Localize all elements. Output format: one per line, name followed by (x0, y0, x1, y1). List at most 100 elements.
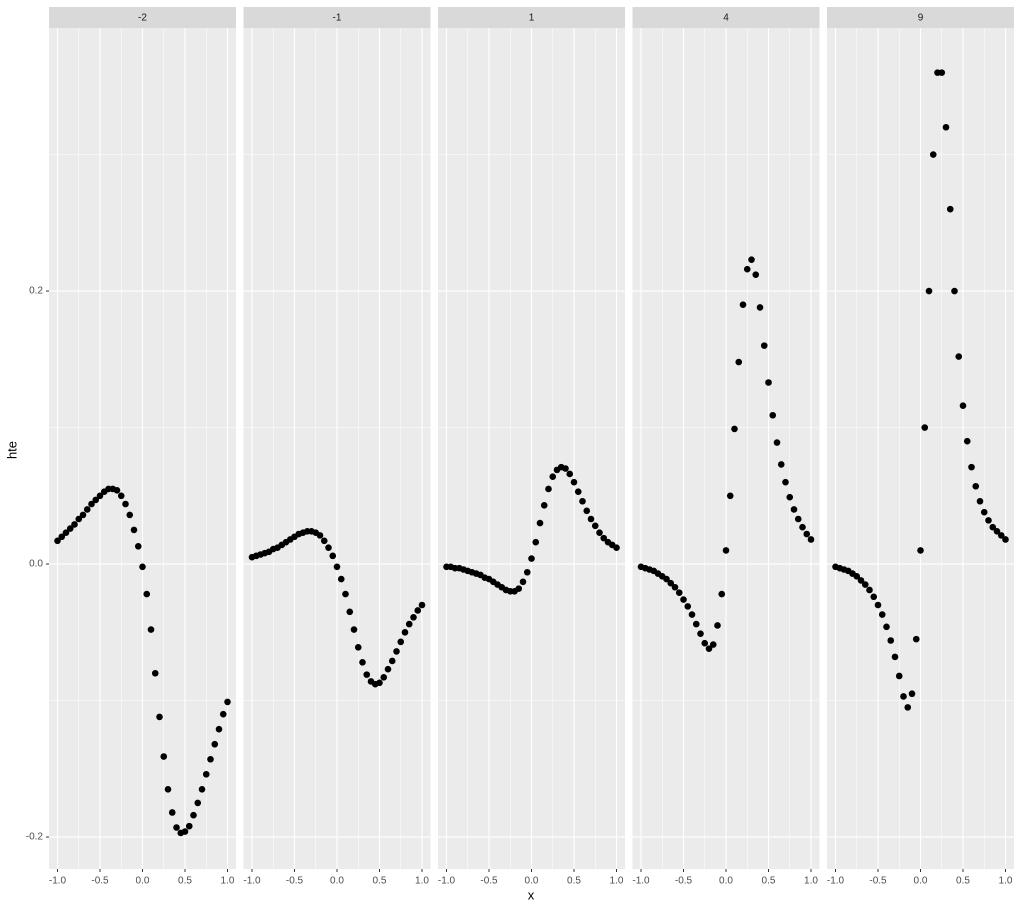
point (675, 589, 683, 597)
point (777, 461, 785, 468)
y-tick-label: 0.2 (29, 286, 43, 297)
point (113, 487, 121, 494)
point (333, 563, 341, 571)
x-tick-label: 0.5 (178, 876, 192, 887)
point (692, 620, 700, 628)
point (946, 205, 954, 213)
x-tick-label: 0.5 (762, 876, 776, 887)
point (613, 544, 620, 551)
x-tick-label: -1.0 (49, 876, 67, 887)
point (71, 521, 78, 528)
strip-label: 4 (723, 13, 729, 24)
point (968, 463, 975, 471)
point (418, 601, 426, 609)
point (752, 271, 760, 278)
point (224, 698, 231, 706)
point (731, 425, 738, 433)
point (921, 424, 929, 431)
point (904, 704, 912, 711)
point (912, 635, 920, 643)
y-tick-label: -0.2 (26, 832, 44, 843)
x-tick-label: 0.5 (567, 876, 581, 887)
point (549, 473, 557, 480)
strip-label: -2 (138, 13, 147, 24)
point (743, 265, 751, 273)
point (528, 555, 535, 562)
point (900, 693, 907, 700)
point (168, 809, 176, 816)
point (917, 547, 924, 554)
point (878, 611, 886, 618)
point (147, 626, 155, 633)
strip-background (49, 7, 236, 28)
x-axis-label: x (528, 887, 535, 902)
point (955, 353, 963, 360)
point (393, 648, 400, 655)
point (388, 657, 396, 665)
point (134, 543, 142, 550)
point (523, 568, 531, 576)
strip-background (827, 7, 1014, 28)
point (570, 478, 578, 486)
point (198, 785, 206, 793)
point (350, 626, 358, 633)
point (773, 439, 781, 446)
y-axis-label: hte (4, 441, 19, 459)
x-tick-label: 1.0 (999, 876, 1013, 887)
point (980, 508, 988, 516)
point (794, 515, 802, 523)
x-tick-label: -1.0 (243, 876, 261, 887)
point (194, 799, 202, 807)
point (88, 500, 95, 508)
point (938, 69, 946, 76)
point (185, 822, 193, 830)
point (83, 506, 91, 513)
point (363, 671, 371, 678)
point (143, 590, 151, 598)
point (874, 601, 882, 609)
x-tick-label: 1.0 (804, 876, 818, 887)
point (562, 465, 569, 472)
x-tick-label: -1.0 (632, 876, 650, 887)
point (726, 492, 734, 500)
strip-label: -1 (333, 13, 342, 24)
point (722, 547, 730, 554)
point (380, 674, 388, 681)
point (705, 645, 713, 652)
point (320, 537, 328, 545)
point (540, 502, 548, 509)
point (79, 511, 87, 519)
point (929, 151, 937, 158)
point (181, 828, 189, 835)
point (688, 611, 696, 618)
point (579, 497, 586, 505)
point (866, 586, 873, 594)
point (976, 497, 984, 505)
point (384, 665, 392, 673)
point (739, 301, 747, 308)
point (130, 526, 138, 534)
point (139, 563, 146, 571)
point (790, 506, 798, 513)
point (519, 578, 527, 586)
x-tick-label: 1.0 (610, 876, 624, 887)
point (583, 507, 591, 515)
x-tick-label: 0.0 (719, 876, 733, 887)
point (545, 485, 552, 493)
point (62, 529, 70, 536)
point (680, 596, 687, 603)
point (895, 672, 903, 680)
point (709, 641, 717, 648)
point (714, 622, 721, 629)
point (684, 603, 692, 610)
point (587, 515, 595, 523)
point (190, 811, 197, 819)
point (782, 478, 789, 486)
x-tick-label: 1.0 (415, 876, 429, 887)
x-tick-label: -0.5 (869, 876, 887, 887)
point (325, 544, 332, 551)
point (401, 629, 409, 636)
point (786, 493, 794, 501)
point (173, 824, 180, 831)
